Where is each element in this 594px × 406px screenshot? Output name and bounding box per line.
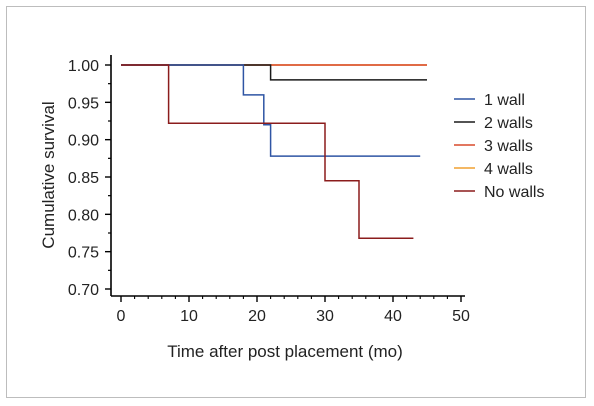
legend-label: 1 wall (484, 92, 525, 109)
x-tick-label: 30 (316, 308, 334, 325)
x-tick-label: 50 (452, 308, 470, 325)
y-tick-label: 1.00 (68, 58, 99, 75)
x-tick-label: 40 (384, 308, 402, 325)
legend-label: 4 walls (484, 161, 533, 178)
y-tick-label: 0.90 (68, 133, 99, 150)
legend-label: No walls (484, 184, 544, 201)
x-tick-label: 0 (117, 308, 126, 325)
legend-label: 3 walls (484, 138, 533, 155)
y-tick-label: 0.80 (68, 207, 99, 224)
y-tick-label: 0.75 (68, 245, 99, 262)
figure-frame: 0.70 0.75 0.80 0.85 0.90 0.95 1.00 0 10 20 30 40 50 … (6, 6, 586, 398)
series-line-no-walls (121, 64, 414, 239)
legend-label: 2 walls (484, 115, 533, 132)
axes: 0.70 0.75 0.80 0.85 0.90 0.95 1.00 0 10 20 30 40 50 (68, 55, 470, 325)
x-axis-title: Time after post placement (mo) (167, 342, 403, 361)
x-tick-label: 20 (248, 308, 266, 325)
legend: 1 wall 2 walls 3 walls 4 walls No walls (454, 92, 544, 201)
series-line-1-wall (121, 64, 421, 157)
series-line-2-walls (121, 64, 427, 81)
series-layer (121, 64, 427, 239)
survival-chart: 0.700.750.800.850.900.951.000 10 20 30 40 50 … (39, 55, 544, 361)
y-tick-label: 0.95 (68, 95, 99, 112)
y-axis-title: Cumulative survival (39, 101, 58, 248)
y-tick-label: 0.85 (68, 170, 99, 187)
x-tick-label: 10 (180, 308, 198, 325)
y-tick-label: 0.70 (68, 282, 99, 299)
